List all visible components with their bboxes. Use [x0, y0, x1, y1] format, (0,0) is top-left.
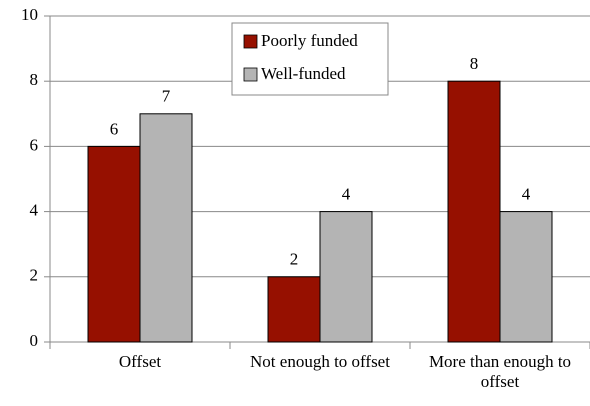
legend-label: Poorly funded: [261, 31, 358, 50]
x-tick-label: Offset: [118, 352, 162, 371]
legend-label: Well-funded: [261, 64, 346, 83]
data-label: 2: [290, 250, 299, 269]
y-tick-label: 6: [30, 135, 39, 154]
bar: [499, 211, 553, 343]
legend-swatch: [243, 67, 258, 82]
data-label: 8: [470, 54, 479, 73]
y-tick-label: 8: [30, 70, 39, 89]
data-label: 4: [522, 185, 531, 204]
data-label: 7: [162, 87, 171, 106]
x-tick-label: Not enough to offset: [250, 352, 390, 371]
bar: [87, 145, 141, 343]
bar: [319, 211, 373, 343]
bar: [139, 113, 193, 343]
data-label: 6: [110, 119, 119, 138]
y-tick-label: 2: [30, 266, 39, 285]
x-tick-label: More than enough to offset: [428, 352, 572, 391]
bar: [447, 80, 501, 343]
y-tick-label: 10: [21, 5, 38, 24]
legend-swatch: [243, 34, 258, 49]
y-tick-label: 4: [30, 201, 39, 220]
legend-box: [231, 22, 389, 96]
y-tick-label: 0: [30, 331, 39, 350]
bar: [267, 276, 321, 343]
data-label: 4: [342, 185, 351, 204]
